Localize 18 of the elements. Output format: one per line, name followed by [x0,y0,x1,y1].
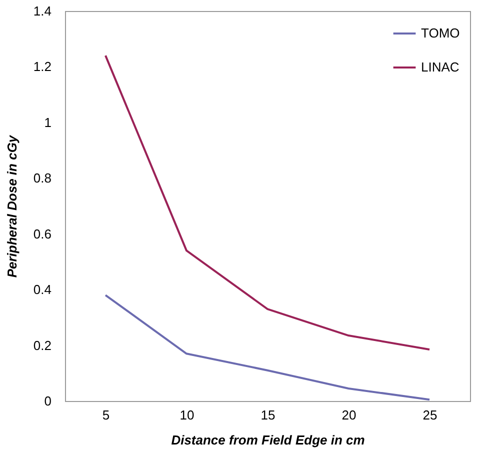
y-tick-label: 0.4 [33,282,52,298]
x-axis-title: Distance from Field Edge in cm [171,432,366,448]
legend-label: TOMO [421,26,460,40]
y-tick-label: 0.6 [33,226,52,242]
x-tick-label: 15 [260,408,276,422]
x-tick-label: 25 [422,408,438,422]
line-series [104,294,430,401]
x-tick-label: 10 [180,408,194,422]
y-tick-label: 0 [44,394,52,408]
y-tick-label: 0.2 [33,338,52,353]
x-tick-label: 20 [342,408,356,422]
y-tick-label: 0.8 [33,170,52,186]
y-axis-title: Peripheral Dose in cGy [4,134,20,278]
y-tick-label: 1.4 [33,4,52,18]
legend-label: LINAC [421,60,460,74]
y-tick-label: 1 [44,114,52,130]
y-tick-label: 1.2 [33,59,52,74]
x-tick-label: 5 [102,408,110,422]
